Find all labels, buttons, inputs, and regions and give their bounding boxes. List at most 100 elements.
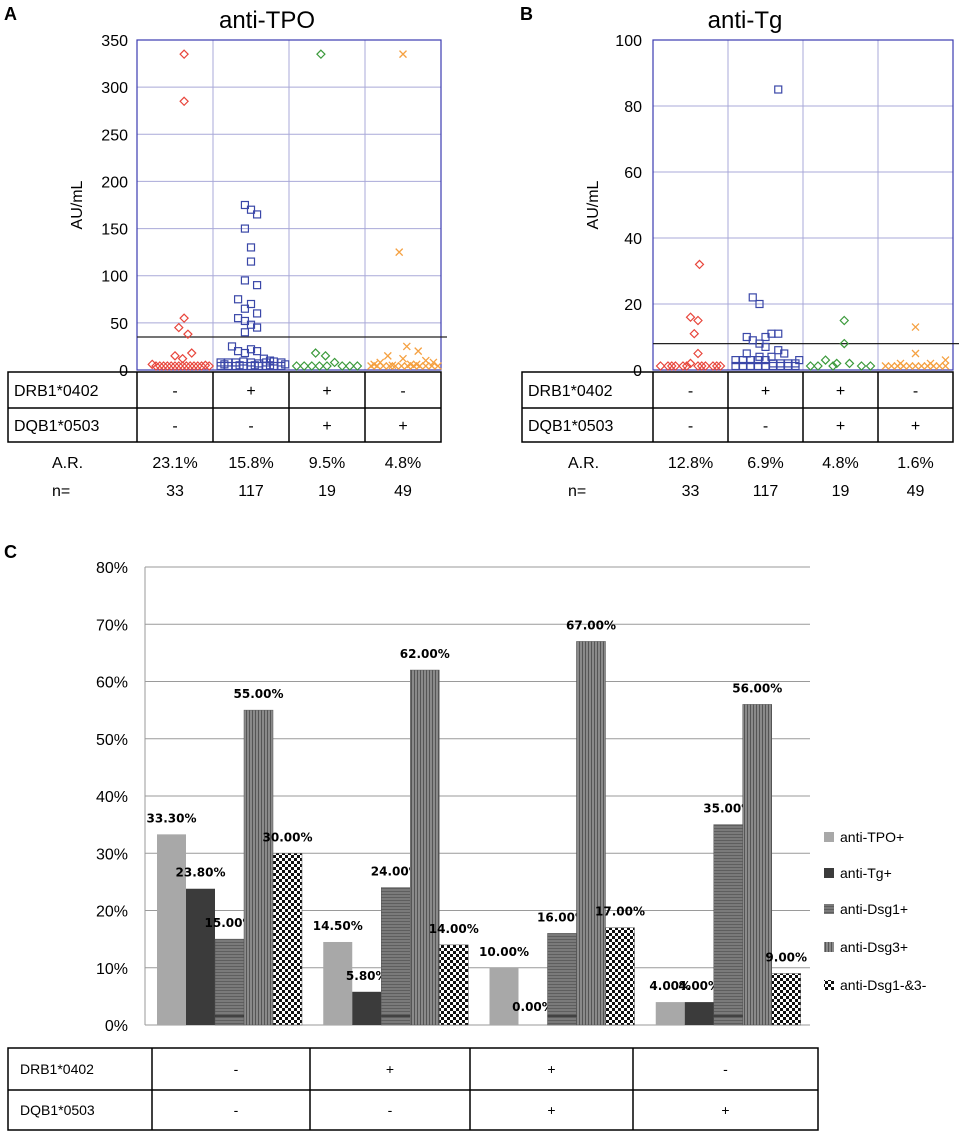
data-point (316, 49, 326, 59)
table-row-label: DQB1*0503 (14, 418, 99, 435)
data-point (905, 362, 914, 370)
data-point (748, 293, 757, 302)
data-point (911, 362, 920, 370)
table-cell: - (388, 1102, 393, 1118)
data-point (776, 361, 785, 371)
data-point (395, 248, 404, 257)
data-point (192, 361, 203, 371)
y-tick-label: 30% (96, 846, 128, 863)
bar-data-label: 16.00% (537, 910, 587, 924)
y-tick-label: 100 (101, 269, 128, 286)
ar-value: 9.5% (309, 455, 345, 472)
n-value: 49 (394, 483, 412, 500)
table-cell: + (386, 1061, 394, 1077)
table-cell: - (248, 418, 253, 435)
bar-data-label: 67.00% (566, 618, 616, 632)
n-value: 117 (753, 483, 779, 500)
data-point (663, 361, 673, 371)
data-point (240, 276, 250, 285)
data-point (774, 329, 783, 338)
chart-title: anti-Tg (708, 7, 783, 34)
bar-data-label: 15.00% (205, 916, 255, 930)
data-point (689, 328, 700, 339)
data-point (839, 338, 850, 349)
data-point (265, 361, 275, 370)
data-point (227, 342, 237, 351)
data-point (170, 361, 180, 371)
table-cell: + (836, 418, 845, 435)
data-point (154, 361, 165, 371)
data-point (314, 361, 325, 371)
data-point (379, 362, 388, 370)
y-tick-label: 20% (96, 904, 128, 921)
plot-border (652, 39, 954, 371)
table-cell: + (398, 418, 407, 435)
data-point (881, 362, 890, 370)
ar-label: A.R. (52, 455, 83, 472)
bar-data-label: 4.00% (678, 979, 720, 993)
data-point (941, 356, 950, 365)
table-cell: + (547, 1102, 555, 1118)
data-point (397, 362, 406, 370)
data-point (715, 361, 726, 371)
y-tick-label: 40 (624, 231, 642, 248)
data-point (670, 361, 681, 371)
plot-border (136, 39, 442, 371)
table-cell: - (234, 1061, 239, 1077)
bar-data-label: 24.00% (371, 865, 421, 879)
data-point (681, 361, 692, 371)
data-point (693, 315, 703, 326)
table-row-label: DQB1*0503 (528, 418, 613, 435)
data-point (329, 357, 340, 368)
data-point (429, 358, 438, 367)
y-tick-label: 60 (624, 165, 642, 182)
bar-data-label: 14.00% (429, 922, 479, 936)
data-point (412, 360, 421, 369)
data-point (185, 361, 196, 371)
data-point (795, 356, 804, 365)
data-point (388, 361, 397, 370)
legend-swatch (824, 868, 834, 878)
bar (186, 888, 215, 1025)
bar (157, 834, 186, 1025)
table-cell: - (400, 383, 405, 400)
y-tick-label: 60% (96, 675, 128, 692)
data-point (839, 315, 850, 326)
legend-label: anti-Dsg1-&3- (840, 977, 927, 993)
data-point (166, 361, 177, 371)
genotype-table (7, 1047, 819, 1131)
data-point (887, 362, 896, 370)
data-point (183, 329, 193, 340)
legend-swatch (824, 980, 834, 990)
bar-data-label: 5.80% (346, 969, 388, 983)
y-tick-label: 20 (624, 297, 642, 314)
data-point (299, 361, 310, 371)
table-cell: - (172, 383, 177, 400)
table-cell: - (688, 383, 693, 400)
data-point (240, 328, 250, 337)
panel-c: C 0% 10% 20% 30% 40% 50% 60% 70% 80% 33.30% 14.50% 1… (4, 542, 927, 1131)
table-cell: + (547, 1061, 555, 1077)
data-point (911, 349, 920, 358)
table-cell: + (322, 418, 331, 435)
table-cell: + (246, 383, 255, 400)
data-point (655, 361, 666, 371)
data-point (813, 361, 823, 371)
data-point (173, 322, 184, 333)
bar-data-label: 62.00% (400, 647, 450, 661)
data-point (865, 361, 876, 371)
data-point (693, 361, 703, 371)
data-point (820, 355, 831, 365)
data-point (337, 361, 348, 371)
data-point (434, 362, 442, 370)
table-cell: - (688, 418, 693, 435)
table-cell: + (761, 383, 770, 400)
ar-value: 1.6% (897, 455, 933, 472)
data-point (252, 309, 262, 318)
table-cell: - (172, 418, 177, 435)
data-point (694, 259, 705, 270)
data-point (252, 281, 262, 290)
ar-value: 12.8% (668, 455, 713, 472)
